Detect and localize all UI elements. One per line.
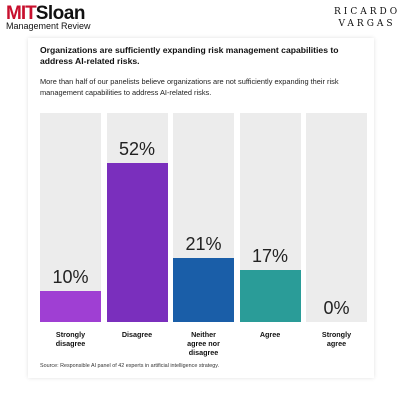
bar bbox=[239, 269, 301, 322]
logo: MITSloan Management Review bbox=[6, 4, 91, 31]
author: RICARDO VARGAS bbox=[334, 6, 400, 30]
logo-sloan: Sloan bbox=[35, 3, 86, 24]
value-label: 52% bbox=[118, 138, 156, 159]
author-line: VARGAS bbox=[338, 19, 396, 29]
bar bbox=[106, 162, 168, 322]
x-tick-label: Agree bbox=[259, 330, 281, 339]
bar bbox=[40, 291, 101, 322]
column-background bbox=[40, 113, 101, 322]
author-line: RICARDO bbox=[334, 7, 400, 17]
column-background bbox=[306, 113, 367, 322]
value-label: 10% bbox=[52, 267, 89, 288]
source: Source: Responsible AI panel of 42 exper… bbox=[40, 363, 220, 369]
x-tick-label: Neither agree nor disagree bbox=[187, 330, 220, 357]
logo-sub: Management Review bbox=[6, 21, 91, 31]
chart-subtitle: More than half of our panelists believe … bbox=[40, 77, 339, 97]
value-label: 0% bbox=[323, 298, 350, 318]
value-label: 21% bbox=[185, 233, 222, 254]
logo-mit: MIT bbox=[6, 3, 37, 24]
chart-title: Organizations are sufficiently expanding… bbox=[40, 45, 339, 66]
x-tick-label: Disagree bbox=[121, 330, 153, 339]
x-tick-label: Strongly disagree bbox=[55, 330, 86, 348]
value-label: 17% bbox=[251, 245, 289, 266]
x-tick-label: Strongly agree bbox=[321, 330, 352, 348]
bar bbox=[173, 257, 234, 322]
